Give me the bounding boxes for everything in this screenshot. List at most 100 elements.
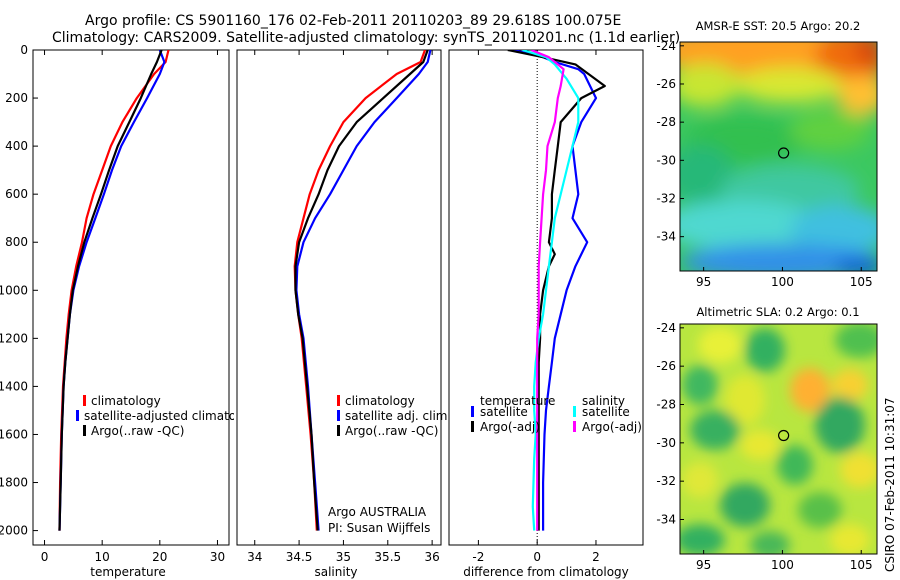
legend-label-sal-satellite: satellite (582, 405, 630, 419)
difference-panel: -2 0 2 difference from climatology tempera… (448, 49, 644, 579)
legend-clip: satellite-adjusted climatology (84, 409, 262, 423)
salinity-panel: 34 34.5 35 35.5 36 salinity climatology sate… (236, 49, 451, 579)
lat-tick-label: -34 (656, 230, 676, 244)
difference-series-group (507, 50, 606, 531)
salinity-xlabel: salinity (314, 565, 357, 579)
legend-label-argo: Argo(..raw -QC) (345, 424, 438, 438)
salinity-series-group (293, 50, 432, 531)
legend-label-satellite: satellite-adjusted climatology (84, 409, 262, 423)
x-tick-label: 35 (336, 550, 351, 564)
sla-pattern (680, 324, 877, 554)
lat-tick-label: -24 (656, 321, 676, 335)
legend-swatch-satellite (337, 410, 340, 421)
legend-swatch-temp-argo (471, 421, 474, 432)
lat-tick-label: -32 (656, 191, 676, 205)
sst-map: AMSR-E SST: 20.5 Argo: 20.2 (656, 19, 878, 289)
legend-label-temp-argo: Argo(-adj) (480, 420, 540, 434)
lon-tick-label: 95 (696, 558, 711, 572)
lon-tick-label: 105 (850, 558, 873, 572)
y-tick-label: 0 (20, 43, 28, 57)
lat-tick-label: -28 (656, 398, 676, 412)
legend-label-climatology: climatology (345, 394, 415, 408)
sla-map-title: Altimetric SLA: 0.2 Argo: 0.1 (696, 305, 859, 319)
lon-tick-label: 95 (696, 275, 711, 289)
legend-swatch-temp-satellite (471, 406, 474, 417)
temperature-legend: climatology satellite-adjusted climatolo… (76, 394, 262, 438)
lon-tick-label: 105 (850, 275, 873, 289)
sla-tick-group: 95 100 105 -24 -26 -28 -30 -32 -34 (656, 321, 872, 572)
y-tick-label: 1200 (0, 331, 28, 345)
x-tick-label: 35.5 (374, 550, 401, 564)
sla-map-frame (679, 323, 878, 555)
lat-tick-label: -24 (656, 39, 676, 53)
sst-tick-group: 95 100 105 -24 -26 -28 -30 -32 -34 (656, 39, 872, 289)
legend-label-temp-satellite: satellite (480, 405, 528, 419)
difference-xlabel: difference from climatology (463, 565, 629, 579)
sst-map-title: AMSR-E SST: 20.5 Argo: 20.2 (696, 19, 861, 33)
x-tick-label: 36 (424, 550, 439, 564)
legend-group-temperature: temperature (480, 394, 555, 408)
y-tick-label: 2000 (0, 524, 28, 538)
lat-tick-label: -30 (656, 436, 676, 450)
x-tick-label: 20 (152, 550, 167, 564)
legend-swatch-sal-satellite (573, 406, 576, 417)
legend-label-climatology: climatology (91, 394, 161, 408)
legend-swatch-argo (337, 425, 340, 436)
lat-tick-label: -28 (656, 115, 676, 129)
lat-tick-label: -26 (656, 77, 676, 91)
legend-label-sal-argo: Argo(-adj) (582, 420, 642, 434)
lon-tick-label: 100 (771, 275, 794, 289)
legend-group-salinity: salinity (582, 394, 625, 408)
figure-subtitle: Climatology: CARS2009. Satellite-adjuste… (52, 30, 680, 46)
side-timestamp-label: CSIRO 07-Feb-2011 10:31:07 (883, 397, 897, 572)
legend-swatch-sal-argo (573, 421, 576, 432)
series-line-argo-raw-qc (294, 50, 429, 531)
legend-swatch-climatology (337, 395, 340, 406)
lat-tick-label: -32 (656, 474, 676, 488)
y-tick-label: 1400 (0, 379, 28, 393)
series-line-temperature-satellite (513, 50, 598, 531)
x-tick-label: 34 (247, 550, 262, 564)
x-tick-label: 10 (95, 550, 110, 564)
x-tick-label: -2 (472, 550, 484, 564)
series-line-salinity-argo-adj (530, 50, 565, 531)
y-tick-label: 800 (5, 235, 28, 249)
sst-pattern (680, 42, 877, 271)
x-tick-label: 30 (210, 550, 225, 564)
salinity-tick-group: 34 34.5 35 35.5 36 (247, 50, 440, 564)
series-line-argo-raw-qc (58, 50, 163, 531)
y-tick-label: 400 (5, 139, 28, 153)
salinity-legend: climatology satellite adj. clim. Argo(..… (337, 394, 451, 438)
argo-location-marker (778, 429, 790, 442)
temperature-axes-frame (32, 49, 230, 546)
y-tick-label: 200 (5, 91, 28, 105)
legend-swatch-argo (83, 425, 86, 436)
lat-tick-label: -30 (656, 153, 676, 167)
y-tick-label: 1800 (0, 476, 28, 490)
float-pi-label: PI: Susan Wijffels (328, 521, 430, 535)
x-tick-label: 0 (533, 550, 541, 564)
y-tick-label: 1600 (0, 427, 28, 441)
legend-label-satellite: satellite adj. clim. (345, 409, 451, 423)
salinity-axes-frame (236, 49, 442, 546)
sst-field (680, 42, 877, 271)
difference-legend: temperature satellite Argo(-adj) salinit… (471, 394, 642, 434)
float-program-label: Argo AUSTRALIA (328, 505, 427, 519)
sla-map: Altimetric SLA: 0.2 Argo: 0.1 (656, 305, 878, 572)
legend-swatch-climatology (83, 395, 86, 406)
temperature-panel: 0 200 400 600 800 1000 1200 1400 1600 1800 2000 0 1… (0, 43, 262, 579)
sla-field (680, 324, 877, 554)
y-tick-label: 1000 (0, 283, 28, 297)
series-line-salinity-satellite (522, 50, 580, 531)
x-tick-label: 2 (592, 550, 600, 564)
figure-title: Argo profile: CS 5901160_176 02-Feb-2011… (85, 13, 621, 29)
depth-tick-group: 0 200 400 600 800 1000 1200 1400 1600 1800 2000 (0, 43, 38, 538)
temperature-tick-group: 0 10 20 30 (41, 50, 225, 564)
legend-swatch-satellite (76, 410, 79, 421)
x-tick-label: 0 (41, 550, 49, 564)
lat-tick-label: -26 (656, 359, 676, 373)
y-tick-label: 600 (5, 187, 28, 201)
argo-location-marker (778, 147, 790, 159)
temperature-series-group (58, 50, 170, 531)
